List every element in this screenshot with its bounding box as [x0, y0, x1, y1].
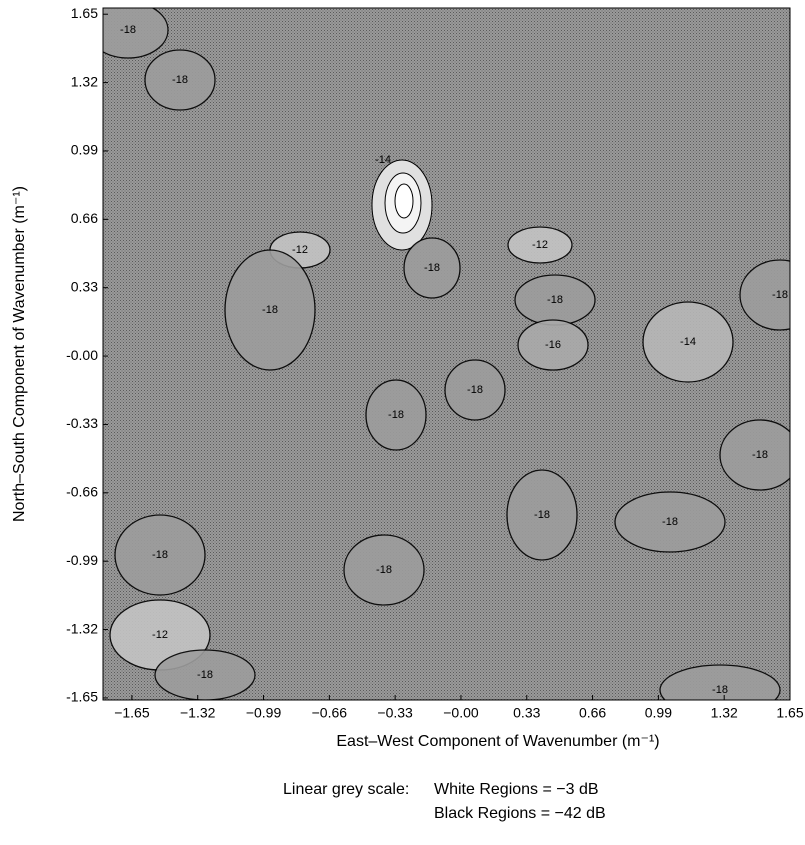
contour-label: -18: [547, 294, 563, 306]
contour-region: [719, 419, 790, 491]
y-tick-label: -0.99: [66, 552, 98, 568]
x-tick-label: −1.65: [114, 705, 150, 721]
contour-region: [614, 491, 726, 553]
contour-region: [144, 49, 216, 111]
contour-region: [103, 8, 169, 59]
caption: Black Regions = −42 dB: [434, 805, 606, 822]
x-tick-label: −0.00: [443, 705, 479, 721]
x-tick-label: 0.33: [513, 705, 540, 721]
caption: White Regions = −3 dB: [434, 781, 599, 798]
contour-label: -18: [534, 509, 550, 521]
contour-region: [224, 249, 316, 371]
contour-region: [739, 259, 790, 331]
y-axis-label: North–South Component of Wavenumber (m⁻¹…: [11, 186, 28, 522]
contour-label: -18: [712, 684, 728, 696]
x-tick-label: 1.65: [776, 705, 803, 721]
y-tick-label: 0.33: [71, 278, 98, 294]
contour-label: -14: [680, 336, 696, 348]
x-tick-label: −0.99: [246, 705, 282, 721]
contour-label: -12: [532, 239, 548, 251]
x-tick-label: −1.32: [180, 705, 216, 721]
contour-region: [642, 301, 734, 383]
y-tick-label: -0.00: [66, 347, 98, 363]
y-tick-label: 1.65: [71, 5, 98, 21]
contour-label: -12: [292, 244, 308, 256]
contour-label: -12: [152, 629, 168, 641]
caption: Linear grey scale:: [283, 781, 409, 798]
field: [103, 8, 790, 700]
contour-region: [444, 359, 506, 421]
x-tick-label: 1.32: [711, 705, 738, 721]
contour-region: [114, 514, 206, 596]
y-tick-label: 0.99: [71, 142, 98, 158]
contour-region: [343, 534, 425, 606]
y-tick-label: -1.32: [66, 620, 98, 636]
x-tick-label: 0.99: [645, 705, 672, 721]
contour-label: -18: [172, 74, 188, 86]
y-tick-label: 1.32: [71, 73, 98, 89]
contour-region: [659, 664, 781, 700]
y-tick-label: -0.66: [66, 484, 98, 500]
contour-region: [403, 237, 461, 299]
y-tick-label: -1.65: [66, 689, 98, 705]
y-tick-label: 0.66: [71, 210, 98, 226]
contour-label: -18: [752, 449, 768, 461]
contour-label: -18: [262, 304, 278, 316]
x-tick-label: 0.66: [579, 705, 606, 721]
contour-region: [365, 379, 427, 451]
contour-label: -18: [120, 24, 136, 36]
contour-label: -18: [376, 564, 392, 576]
contour-label: -18: [424, 262, 440, 274]
contour-label: -18: [197, 669, 213, 681]
x-tick-label: −0.66: [312, 705, 348, 721]
x-tick-label: −0.33: [377, 705, 413, 721]
contour-label: -18: [662, 516, 678, 528]
plot-frame: [102, 7, 791, 701]
contour-label: -18: [467, 384, 483, 396]
x-axis-label: East–West Component of Wavenumber (m⁻¹): [336, 733, 659, 750]
contour-label: -18: [772, 289, 788, 301]
contour-label: -18: [152, 549, 168, 561]
contour-label: -14: [375, 154, 391, 166]
contour-region: [506, 469, 578, 561]
contour-label: -18: [388, 409, 404, 421]
y-tick-label: -0.33: [66, 415, 98, 431]
contour-label: -16: [545, 339, 561, 351]
contour-region: [154, 649, 256, 700]
peak-contour: [394, 183, 414, 219]
contour-region: [507, 226, 573, 264]
contour-region: [517, 319, 589, 371]
